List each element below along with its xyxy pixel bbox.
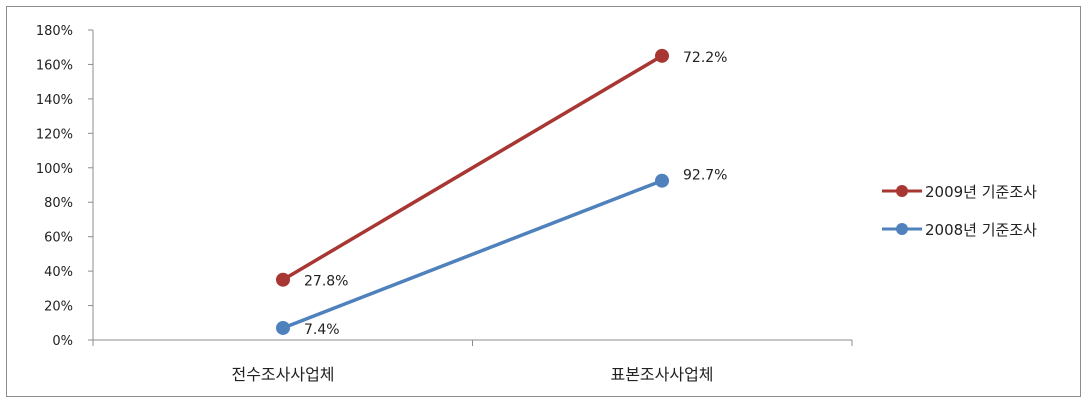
legend-swatch-marker xyxy=(896,185,908,197)
data-point xyxy=(655,48,669,63)
series-line xyxy=(282,179,663,330)
data-label: 92.7% xyxy=(683,168,727,184)
legend: 2009년 기준조사 2008년 기준조사 xyxy=(882,183,1037,239)
y-tick-label: 140% xyxy=(36,93,73,108)
series-line xyxy=(282,54,663,282)
data-point xyxy=(276,320,290,335)
y-tick-label: 80% xyxy=(44,196,73,211)
x-category-label: 전수조사사업체 xyxy=(231,365,334,384)
x-category-label: 표본조사사업체 xyxy=(610,365,713,384)
data-label: 72.2% xyxy=(683,50,727,66)
y-tick-label: 20% xyxy=(44,300,73,315)
y-tick-label: 0% xyxy=(52,334,73,349)
y-tick-label: 100% xyxy=(36,162,73,177)
y-tick-label: 40% xyxy=(44,265,73,280)
y-tick-label: 160% xyxy=(36,58,73,73)
legend-label: 2009년 기준조사 xyxy=(925,183,1037,201)
data-point xyxy=(276,272,290,287)
y-tick-label: 180% xyxy=(36,24,73,39)
data-label: 27.8% xyxy=(304,274,348,290)
y-tick-label: 120% xyxy=(36,127,73,142)
x-axis: 전수조사사업체 표본조사사업체 xyxy=(92,339,853,384)
legend-swatch-marker xyxy=(896,223,908,235)
series-layer: 27.8% 72.2% 7.4% 92.7% xyxy=(276,48,727,338)
data-point xyxy=(655,173,669,188)
data-label: 7.4% xyxy=(304,322,340,338)
y-axis: 0% 20% 40% 60% 80% 100% 120% 140% 160% 180% xyxy=(36,24,94,349)
legend-label: 2008년 기준조사 xyxy=(925,221,1037,239)
chart-frame xyxy=(6,6,1081,397)
y-tick-label: 60% xyxy=(44,231,73,246)
